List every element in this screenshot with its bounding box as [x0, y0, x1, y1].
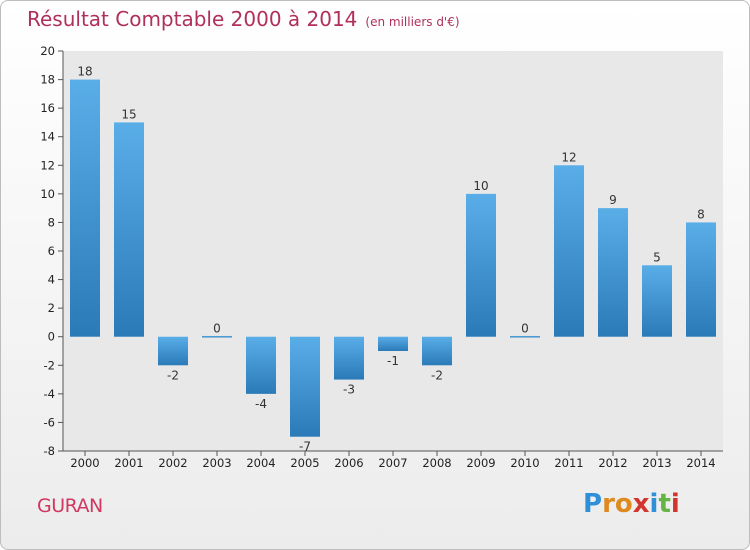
- bar: [422, 336, 452, 366]
- bar-value-label: 9: [609, 193, 617, 207]
- y-tick-label: 6: [48, 244, 55, 258]
- bar-value-label: 10: [473, 179, 488, 193]
- chart-title-text: Résultat Comptable 2000 à 2014: [27, 7, 358, 31]
- bar: [510, 335, 540, 338]
- bar-value-label: 0: [521, 322, 529, 336]
- x-tick-label: 2013: [642, 456, 671, 470]
- y-tick-label: 8: [48, 215, 55, 229]
- x-tick-label: 2002: [158, 456, 187, 470]
- chart-title: Résultat Comptable 2000 à 2014 (en millie…: [27, 7, 460, 31]
- bar: [70, 79, 100, 337]
- bar: [246, 336, 276, 394]
- bar: [554, 165, 584, 337]
- bar-value-label: 8: [697, 207, 705, 221]
- y-tick-label: -6: [44, 415, 55, 429]
- y-tick-label: 4: [48, 273, 55, 287]
- chart-subtitle: (en milliers d'€): [365, 15, 460, 29]
- y-axis: -8 -6 -4 -2 0 2 4 6 8 10 12 14 16 18 20: [40, 44, 64, 458]
- x-tick-label: 2006: [334, 456, 363, 470]
- x-tick-label: 2004: [246, 456, 275, 470]
- bar-value-label: -3: [343, 383, 355, 397]
- x-tick-label: 2009: [466, 456, 495, 470]
- bar-value-label: -7: [299, 440, 311, 454]
- y-tick-label: 10: [40, 187, 55, 201]
- y-tick-label: 18: [40, 73, 55, 87]
- logo-letter: x: [632, 489, 650, 519]
- y-tick-label: 20: [40, 44, 55, 58]
- bar: [158, 336, 188, 366]
- logo-letter: i: [670, 489, 680, 519]
- y-tick-label: -2: [44, 358, 55, 372]
- x-tick-label: 2012: [598, 456, 627, 470]
- bar-value-label: 12: [561, 150, 576, 164]
- bar-value-label: -1: [387, 354, 399, 368]
- commune-name: GURAN: [37, 495, 103, 517]
- bars: 18 15 -2 0 -4 -7 -3 -1 -2 10 0 12 9 5 8: [70, 65, 716, 454]
- y-tick-label: 14: [40, 130, 55, 144]
- bar-value-label: -4: [255, 397, 267, 411]
- x-tick-label: 2000: [70, 456, 99, 470]
- bar-value-label: -2: [431, 368, 443, 382]
- y-tick-label: -4: [44, 387, 55, 401]
- x-tick-label: 2014: [686, 456, 715, 470]
- logo-letter: t: [658, 489, 671, 519]
- x-tick-label: 2001: [114, 456, 143, 470]
- y-tick-label: 2: [48, 301, 55, 315]
- bar: [466, 193, 496, 337]
- x-tick-label: 2011: [554, 456, 583, 470]
- bar: [334, 336, 364, 380]
- x-tick-label: 2008: [422, 456, 451, 470]
- y-tick-label: 12: [40, 158, 55, 172]
- logo-letter: i: [649, 489, 659, 519]
- bar: [686, 222, 716, 337]
- bar: [642, 265, 672, 337]
- x-tick-label: 2003: [202, 456, 231, 470]
- bar: [378, 336, 408, 351]
- x-tick-label: 2010: [510, 456, 539, 470]
- y-tick-label: 16: [40, 101, 55, 115]
- bar: [114, 122, 144, 337]
- bar: [598, 208, 628, 337]
- logo-letter: P: [583, 489, 603, 519]
- x-tick-label: 2005: [290, 456, 319, 470]
- bar-value-label: -2: [167, 368, 179, 382]
- bar-value-label: 15: [121, 107, 136, 121]
- proxiti-logo[interactable]: Proxiti: [583, 489, 680, 519]
- y-tick-label: 0: [48, 330, 55, 344]
- bar: [290, 336, 320, 437]
- y-tick-label: -8: [44, 444, 55, 458]
- logo-letter: r: [602, 489, 615, 519]
- x-tick-label: 2007: [378, 456, 407, 470]
- x-axis: 2000 2001 2002 2003 2004 2005 2006 2007 2008 2009…: [63, 450, 723, 470]
- bar-value-label: 5: [653, 250, 661, 264]
- logo-letter: o: [614, 489, 633, 519]
- bar-value-label: 0: [213, 322, 221, 336]
- bar: [202, 335, 232, 338]
- bar-value-label: 18: [77, 65, 92, 79]
